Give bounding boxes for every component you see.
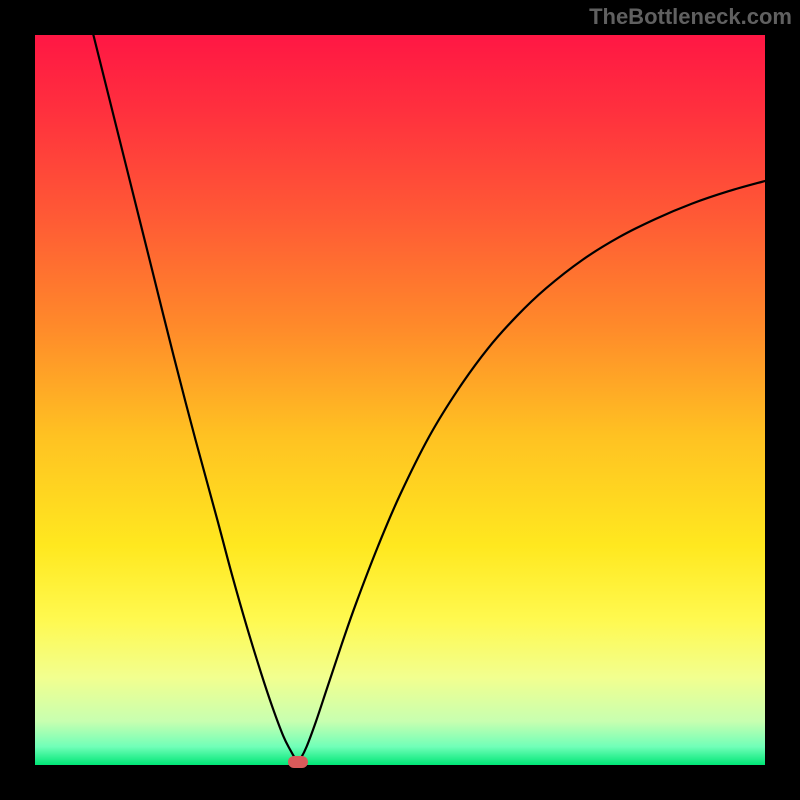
watermark-text: TheBottleneck.com — [589, 4, 792, 30]
plot-area — [35, 35, 765, 765]
curve-right-branch — [298, 181, 765, 762]
chart-container: TheBottleneck.com — [0, 0, 800, 800]
bottleneck-curve — [35, 35, 765, 765]
curve-left-branch — [93, 35, 297, 762]
optimal-point-marker — [288, 756, 308, 768]
